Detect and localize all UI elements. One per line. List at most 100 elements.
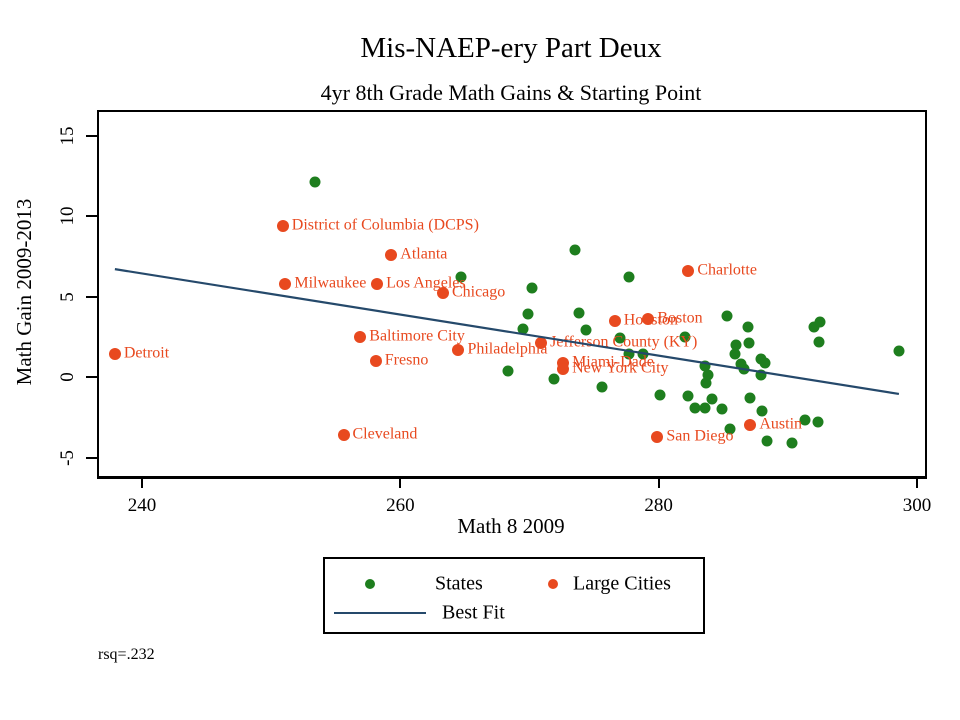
x-axis-label: Math 8 2009 <box>457 514 565 538</box>
state-data-point <box>702 369 714 381</box>
y-axis-tick-label: 5 <box>57 291 78 302</box>
city-data-label: Austin <box>759 415 803 433</box>
y-axis-tick-label: -5 <box>57 449 78 466</box>
state-data-point <box>813 336 825 348</box>
state-data-point <box>548 373 560 385</box>
chart-title: Mis-NAEP-ery Part Deux <box>360 32 662 64</box>
city-data-point <box>608 314 621 327</box>
state-data-point <box>573 307 585 319</box>
city-data-label: Baltimore City <box>369 327 465 345</box>
state-data-point <box>759 357 771 368</box>
city-data-label: Los Angeles <box>386 274 466 292</box>
cities-legend-label: Large Cities <box>573 572 671 595</box>
state-data-point <box>614 332 626 344</box>
state-data-point <box>682 390 694 401</box>
state-data-point <box>799 414 811 426</box>
city-data-point <box>279 277 292 290</box>
state-data-point <box>309 176 321 188</box>
city-data-label: Charlotte <box>697 261 757 279</box>
state-data-point <box>596 381 608 393</box>
chart-subtitle: 4yr 8th Grade Math Gains & Starting Poin… <box>320 80 702 105</box>
city-data-point <box>369 354 382 367</box>
state-data-point <box>502 365 514 377</box>
city-data-point <box>452 343 465 356</box>
city-data-label: Philadelphia <box>467 340 548 358</box>
city-data-label: Chicago <box>451 283 506 301</box>
state-data-point <box>729 348 741 360</box>
state-data-point <box>742 321 754 333</box>
state-data-point <box>721 310 733 322</box>
city-data-label: San Diego <box>666 427 734 445</box>
state-data-point <box>689 402 701 414</box>
legend: States Large Cities Best Fit <box>323 557 705 634</box>
x-axis-tick-label: 240 <box>127 495 157 516</box>
state-data-point <box>623 348 635 360</box>
y-axis-tick-label: 10 <box>57 206 78 226</box>
state-data-point <box>569 244 581 256</box>
state-data-point <box>455 271 467 283</box>
state-data-point <box>755 369 767 381</box>
x-axis-tick <box>399 477 402 488</box>
city-data-point <box>557 362 570 375</box>
state-data-point <box>786 437 798 449</box>
city-data-label: Jefferson County (KY) <box>550 333 698 351</box>
state-data-point <box>700 377 712 389</box>
state-data-point <box>814 316 826 328</box>
state-data-point <box>522 308 534 320</box>
state-data-point <box>756 405 768 417</box>
x-axis-tick <box>916 477 918 488</box>
state-data-point <box>744 392 756 404</box>
state-data-point <box>679 331 690 343</box>
state-data-point <box>623 271 635 283</box>
city-data-point <box>371 277 384 290</box>
city-data-point <box>436 287 449 300</box>
states-legend-label: States <box>435 572 483 595</box>
city-data-label: Miami-Dade <box>572 352 654 370</box>
state-data-point <box>730 339 742 351</box>
best-fit-line <box>114 268 900 395</box>
state-data-point <box>743 337 755 349</box>
state-data-point <box>637 348 649 360</box>
city-data-point <box>744 419 757 432</box>
x-axis-tick-label: 300 <box>902 495 932 516</box>
x-axis-tick <box>657 477 660 488</box>
city-data-point <box>385 248 398 261</box>
state-data-point <box>580 324 592 336</box>
y-axis-tick <box>86 376 97 378</box>
city-data-point <box>354 330 367 343</box>
city-data-label: Boston <box>657 309 703 327</box>
state-data-point <box>812 416 824 428</box>
x-axis-tick-label: 260 <box>386 495 415 516</box>
state-data-point <box>526 282 538 294</box>
city-data-point <box>276 219 289 232</box>
y-axis-label-text: Math Gain 2009-2013 <box>12 198 36 386</box>
best-fit-legend-label: Best Fit <box>442 601 505 624</box>
city-data-label: Detroit <box>123 344 170 362</box>
city-data-point <box>108 348 121 361</box>
city-data-label: District of Columbia (DCPS) <box>291 216 479 234</box>
state-data-point <box>699 360 711 372</box>
city-data-label: New York City <box>572 359 669 377</box>
state-data-point <box>706 393 718 405</box>
city-data-label: Fresno <box>384 351 429 369</box>
city-data-label: Milwaukee <box>294 274 367 292</box>
city-data-point <box>535 337 548 350</box>
city-data-label: Atlanta <box>400 245 448 263</box>
y-axis-tick <box>86 134 97 137</box>
state-data-point <box>761 435 773 447</box>
x-axis-tick <box>141 477 143 488</box>
rsq-note: rsq=.232 <box>98 646 155 663</box>
states-legend-marker <box>365 579 375 589</box>
y-axis-tick <box>86 215 97 217</box>
city-data-point <box>651 430 664 443</box>
city-data-label: Cleveland <box>352 425 418 443</box>
state-data-point <box>517 323 529 335</box>
y-axis-tick <box>86 295 97 298</box>
y-axis-tick <box>86 456 97 459</box>
city-data-point <box>337 428 350 441</box>
best-fit-legend-marker <box>334 612 426 614</box>
state-data-point <box>808 321 820 333</box>
x-axis-tick-label: 280 <box>644 495 673 516</box>
state-data-point <box>893 345 905 357</box>
